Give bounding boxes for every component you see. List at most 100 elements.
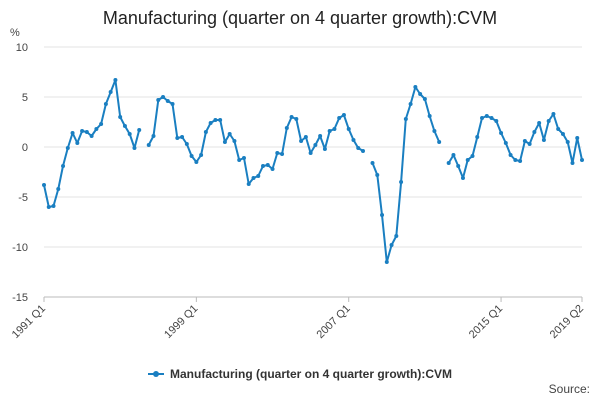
- data-point: [213, 118, 218, 122]
- data-point: [75, 141, 80, 145]
- series-line: [371, 86, 441, 263]
- data-point: [241, 156, 246, 160]
- data-point: [432, 129, 437, 133]
- data-point: [346, 127, 351, 131]
- data-point: [127, 132, 132, 136]
- data-point: [89, 134, 94, 138]
- data-point: [475, 135, 480, 139]
- legend-item[interactable]: Manufacturing (quarter on 4 quarter grow…: [148, 367, 452, 381]
- data-point: [351, 138, 356, 142]
- data-point: [394, 234, 399, 238]
- data-point: [551, 112, 556, 116]
- data-point: [65, 146, 70, 150]
- data-point: [384, 260, 389, 264]
- legend[interactable]: Manufacturing (quarter on 4 quarter grow…: [0, 364, 600, 381]
- data-point: [332, 127, 337, 131]
- data-point: [422, 97, 427, 101]
- data-point: [403, 117, 408, 121]
- data-point: [189, 154, 194, 158]
- data-point: [532, 130, 537, 134]
- data-point: [499, 131, 504, 135]
- x-axis: 1991 Q1 1999 Q1 2007 Q1 2015 Q1 2019 Q2: [10, 296, 586, 341]
- data-point: [408, 102, 413, 106]
- x-tick-label: 1991 Q1: [10, 303, 48, 341]
- data-point: [284, 126, 289, 130]
- data-point: [251, 176, 256, 180]
- data-point: [132, 146, 137, 150]
- data-point: [522, 139, 527, 143]
- data-point: [389, 243, 394, 247]
- data-point: [289, 115, 294, 119]
- series-line: [447, 113, 583, 179]
- data-point: [451, 153, 456, 157]
- data-point: [318, 134, 323, 138]
- data-point: [360, 149, 365, 153]
- source-label: Source:: [548, 382, 590, 396]
- data-point: [541, 138, 546, 142]
- x-tick-label: 2019 Q2: [548, 303, 586, 341]
- y-tick-label: 0: [22, 142, 28, 154]
- data-point: [303, 135, 308, 139]
- data-point: [413, 85, 418, 89]
- data-point: [489, 116, 494, 120]
- data-point: [137, 128, 142, 132]
- data-point: [503, 141, 508, 145]
- data-point: [46, 205, 51, 209]
- data-point: [418, 92, 423, 96]
- y-tick-label: -10: [12, 242, 28, 254]
- data-point: [175, 136, 180, 140]
- data-point: [537, 121, 542, 125]
- data-point: [99, 122, 104, 126]
- y-axis-ticks: -15 -10 -5 0 5 10: [12, 42, 28, 304]
- data-point: [161, 95, 166, 99]
- data-point: [246, 182, 251, 186]
- data-point: [184, 142, 189, 146]
- data-point: [146, 143, 151, 147]
- data-point: [70, 131, 75, 135]
- gridlines: [44, 46, 582, 298]
- x-tick-label: 2007 Q1: [315, 303, 353, 341]
- data-point: [556, 127, 561, 131]
- data-point: [437, 140, 442, 144]
- data-point: [427, 114, 432, 118]
- y-axis-unit-label: %: [10, 27, 20, 39]
- data-point: [337, 116, 342, 120]
- data-point: [575, 136, 580, 140]
- data-point: [327, 129, 332, 133]
- x-tick-label: 2015 Q1: [467, 303, 505, 341]
- data-point: [232, 139, 237, 143]
- data-point: [560, 132, 565, 136]
- data-point: [118, 115, 123, 119]
- data-point: [180, 135, 185, 139]
- data-point: [341, 113, 346, 117]
- data-point: [256, 174, 261, 178]
- data-point: [399, 180, 404, 184]
- data-point: [275, 151, 280, 155]
- data-point: [446, 161, 451, 165]
- data-point: [61, 164, 66, 168]
- data-point: [261, 164, 266, 168]
- legend-marker-icon: [148, 371, 164, 377]
- data-point: [165, 99, 170, 103]
- data-point: [380, 213, 385, 217]
- data-point: [265, 163, 270, 167]
- data-point: [322, 147, 327, 151]
- data-point: [56, 187, 61, 191]
- data-point: [460, 176, 465, 180]
- data-point: [237, 158, 242, 162]
- data-point: [513, 158, 518, 162]
- data-point: [299, 139, 304, 143]
- chart-title: Manufacturing (quarter on 4 quarter grow…: [102, 8, 498, 28]
- y-tick-label: 5: [22, 92, 28, 104]
- data-point: [308, 151, 313, 155]
- legend-label: Manufacturing (quarter on 4 quarter grow…: [170, 367, 452, 381]
- data-point: [156, 98, 161, 102]
- data-point: [80, 129, 85, 133]
- data-point: [546, 119, 551, 123]
- data-point: [227, 132, 232, 136]
- data-point: [103, 102, 108, 106]
- data-point: [199, 153, 204, 157]
- data-point: [527, 142, 532, 146]
- data-point: [108, 90, 113, 94]
